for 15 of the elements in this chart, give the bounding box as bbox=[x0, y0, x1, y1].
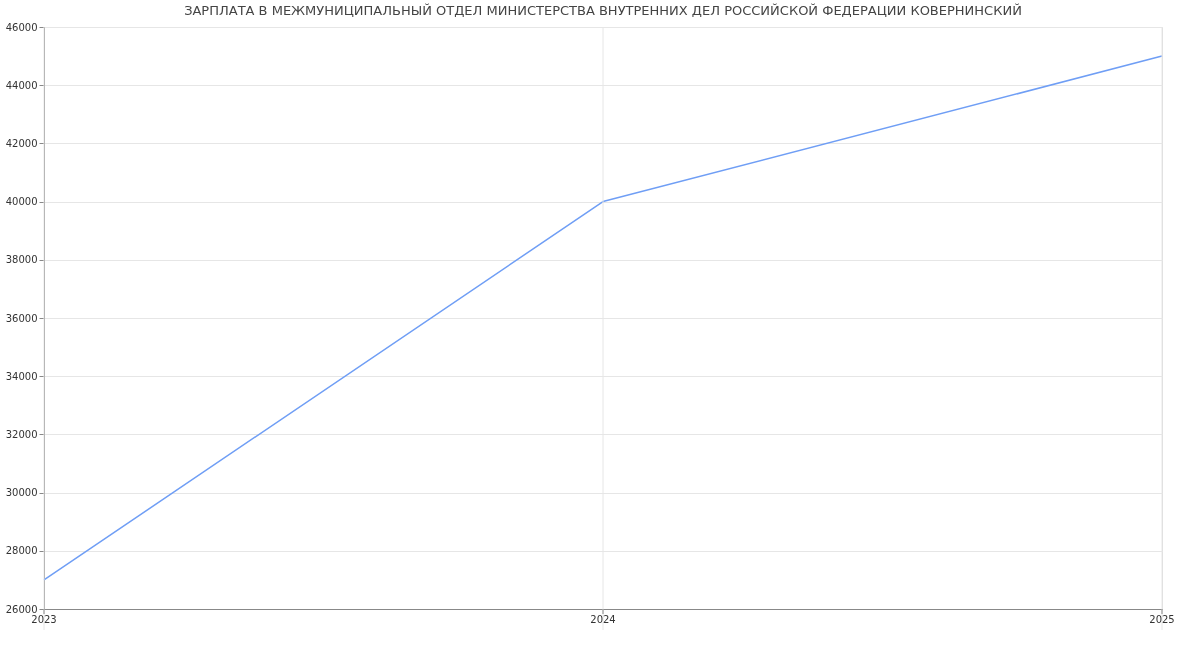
chart-title: ЗАРПЛАТА В МЕЖМУНИЦИПАЛЬНЫЙ ОТДЕЛ МИНИСТЕРСТВА ВНУТРЕННИХ ДЕЛ РОССИЙСКОЙ ФЕДЕРАЦИИ КОВЕРНИНСКИЙ bbox=[184, 3, 1022, 18]
y-tick-label: 46000 bbox=[5, 21, 38, 33]
y-tick-label: 30000 bbox=[5, 487, 38, 499]
y-tick-label: 36000 bbox=[5, 312, 38, 324]
y-tick-label: 34000 bbox=[5, 370, 38, 382]
x-tick-label: 2024 bbox=[590, 614, 616, 625]
y-tick-label: 26000 bbox=[5, 603, 38, 615]
x-tick-label: 2023 bbox=[31, 614, 57, 625]
y-tick-label: 32000 bbox=[5, 428, 38, 440]
y-tick-label: 28000 bbox=[5, 545, 38, 557]
y-tick-label: 40000 bbox=[5, 196, 38, 208]
x-tick-label: 2025 bbox=[1149, 614, 1175, 625]
y-tick-label: 38000 bbox=[5, 254, 38, 266]
y-tick-label: 42000 bbox=[5, 137, 38, 149]
y-tick-label: 44000 bbox=[5, 79, 38, 91]
